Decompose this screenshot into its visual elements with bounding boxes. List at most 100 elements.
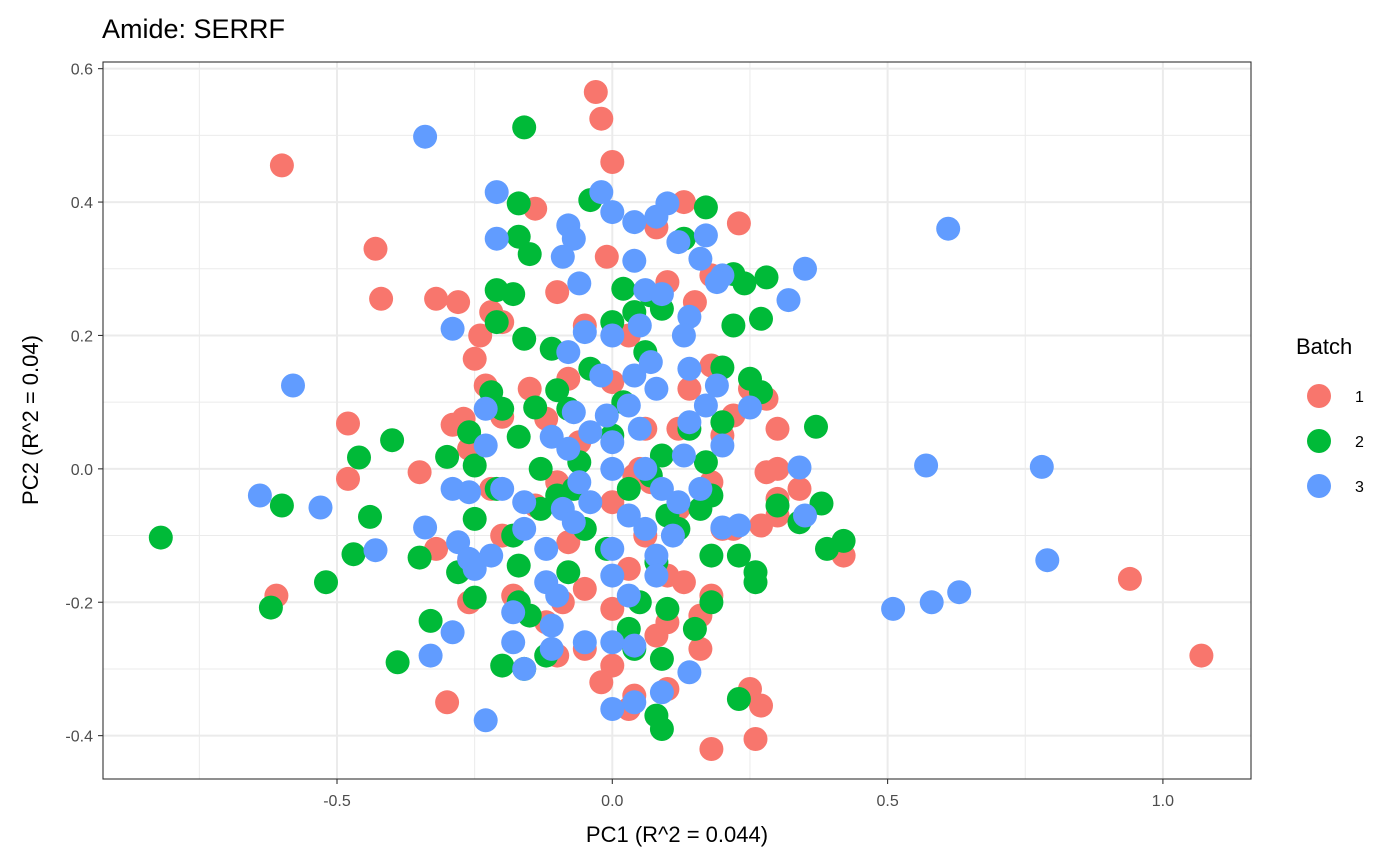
data-point-batch-1	[1189, 643, 1214, 668]
data-point-batch-1	[572, 576, 597, 601]
data-point-batch-3	[677, 304, 702, 329]
data-point-batch-3	[644, 563, 669, 588]
data-point-batch-2	[754, 265, 779, 290]
legend-label-2: 2	[1355, 434, 1364, 451]
data-point-batch-2	[358, 504, 382, 529]
y-tick-label: 0.2	[71, 328, 93, 345]
data-point-batch-3	[666, 490, 691, 515]
data-point-batch-3	[308, 495, 333, 520]
data-point-batch-3	[677, 410, 702, 435]
data-point-batch-2	[749, 306, 773, 331]
data-point-batch-2	[407, 545, 432, 570]
data-point-batch-2	[693, 450, 718, 475]
data-point-batch-3	[644, 376, 669, 401]
data-point-batch-2	[462, 453, 487, 478]
data-point-batch-2	[148, 525, 173, 550]
data-point-batch-1	[699, 737, 724, 761]
data-point-batch-2	[616, 476, 641, 501]
legend: Batch 1 2 3	[1296, 334, 1364, 498]
data-point-batch-1	[435, 690, 460, 715]
data-point-batch-3	[594, 403, 619, 428]
x-axis-title: PC1 (R^2 = 0.044)	[586, 822, 768, 847]
data-point-batch-3	[693, 393, 718, 418]
data-point-batch-2	[693, 195, 718, 220]
data-point-batch-2	[506, 424, 531, 449]
data-point-batch-3	[561, 510, 586, 535]
data-point-batch-3	[671, 323, 696, 348]
data-point-batch-1	[1117, 566, 1142, 591]
data-point-batch-3	[660, 523, 685, 548]
data-point-batch-2	[765, 493, 790, 518]
data-point-batch-3	[473, 433, 498, 458]
y-axis-title: PC2 (R^2 = 0.04)	[18, 335, 43, 505]
x-tick-label: 0.5	[876, 793, 898, 810]
data-point-batch-3	[413, 124, 438, 149]
data-point-batch-3	[490, 476, 515, 501]
data-point-batch-3	[688, 246, 713, 271]
data-point-batch-2	[517, 242, 542, 267]
data-point-batch-2	[528, 456, 553, 481]
data-point-batch-2	[743, 570, 768, 595]
data-point-batch-1	[589, 106, 614, 131]
data-point-batch-3	[776, 288, 801, 313]
data-point-batch-2	[682, 616, 707, 641]
data-point-batch-3	[556, 340, 581, 365]
data-point-batch-3	[539, 424, 564, 449]
data-point-batch-1	[446, 290, 471, 315]
data-point-batch-1	[462, 346, 487, 371]
data-point-batch-2	[457, 420, 482, 445]
data-point-batch-3	[622, 210, 647, 235]
x-tick-label: 0.0	[601, 793, 623, 810]
data-point-batch-2	[809, 491, 834, 516]
data-point-batch-3	[622, 633, 647, 658]
data-point-batch-3	[633, 516, 658, 541]
data-point-batch-2	[649, 443, 674, 468]
data-point-batch-2	[710, 355, 735, 380]
data-point-batch-1	[269, 153, 294, 178]
data-point-batch-2	[258, 595, 283, 620]
data-point-batch-3	[600, 456, 625, 481]
data-point-batch-3	[418, 643, 443, 668]
data-point-batch-2	[726, 543, 751, 568]
y-tick-label: 0.0	[71, 462, 93, 479]
data-point-batch-1	[688, 636, 713, 661]
data-point-batch-1	[556, 530, 581, 555]
data-point-batch-2	[649, 646, 674, 671]
data-point-batch-3	[578, 490, 603, 515]
data-point-batch-3	[738, 395, 762, 420]
data-point-batch-1	[594, 244, 619, 269]
data-point-batch-2	[726, 687, 751, 711]
data-point-batch-3	[649, 476, 674, 501]
data-point-batch-1	[677, 376, 702, 401]
data-point-batch-3	[462, 556, 487, 581]
data-point-batch-3	[649, 282, 674, 307]
data-point-batch-2	[556, 560, 581, 585]
data-point-batch-3	[512, 490, 537, 515]
data-point-batch-2	[462, 585, 487, 610]
data-point-batch-2	[804, 414, 828, 439]
data-point-batch-3	[600, 323, 625, 348]
data-point-batch-3	[666, 230, 691, 255]
data-point-batch-3	[600, 430, 625, 455]
data-point-batch-2	[435, 444, 460, 469]
data-point-batch-2	[688, 496, 713, 521]
data-point-batch-3	[473, 396, 498, 421]
data-point-batch-2	[732, 271, 757, 296]
data-point-batch-2	[418, 608, 443, 633]
data-point-batch-1	[726, 211, 751, 236]
data-point-batch-3	[1035, 548, 1060, 573]
data-point-batch-3	[561, 226, 586, 251]
data-point-batch-3	[589, 180, 614, 205]
data-point-batch-2	[831, 528, 856, 553]
data-point-batch-3	[512, 516, 537, 541]
data-point-batch-3	[793, 503, 817, 528]
data-point-batch-2	[523, 395, 548, 420]
data-point-batch-1	[600, 653, 625, 678]
x-tick-label: 1.0	[1152, 793, 1174, 810]
y-tick-label: -0.2	[65, 595, 93, 612]
data-point-batch-1	[363, 236, 388, 261]
data-point-batch-2	[506, 224, 531, 249]
data-point-batch-3	[440, 316, 465, 341]
data-point-batch-2	[269, 493, 294, 518]
data-point-batch-3	[704, 270, 729, 295]
